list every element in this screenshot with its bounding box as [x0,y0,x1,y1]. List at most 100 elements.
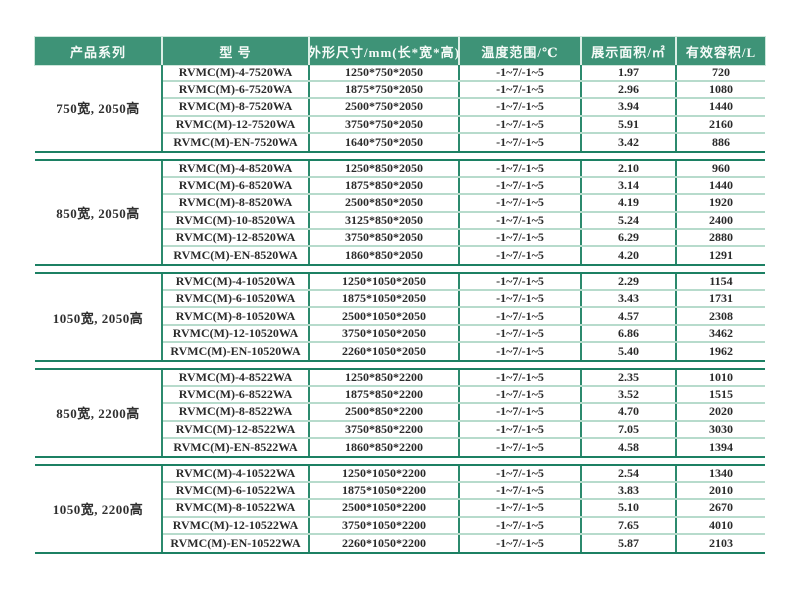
cell-area: 4.58 [582,438,677,456]
table-row: RVMC(M)-4-8520WA 1250*850*2050 -1~7/-1~5 2.… [163,160,765,179]
cell-area: 3.52 [582,387,677,403]
table-row: RVMC(M)-4-7520WA 1250*750*2050 -1~7/-1~5 1.… [163,65,765,83]
cell-size: 2500*850*2050 [310,195,460,211]
cell-size: 2260*1050*2200 [310,534,460,552]
cell-size: 1875*1050*2200 [310,483,460,499]
table-row: RVMC(M)-6-8520WA 1875*850*2050 -1~7/-1~5 3.… [163,178,765,196]
cell-temp: -1~7/-1~5 [460,483,582,499]
table-row: RVMC(M)-12-8522WA 3750*850*2200 -1~7/-1~5 7… [163,421,765,439]
cell-temp: -1~7/-1~5 [460,421,582,437]
table-row: RVMC(M)-10-8520WA 3125*850*2050 -1~7/-1~5 5… [163,212,765,230]
cell-temp: -1~7/-1~5 [460,178,582,194]
cell-area: 7.65 [582,517,677,533]
cell-area: 1.97 [582,65,677,81]
cell-size: 3750*750*2050 [310,116,460,132]
cell-model: RVMC(M)-12-10522WA [163,517,310,533]
cell-temp: -1~7/-1~5 [460,465,582,482]
cell-temp: -1~7/-1~5 [460,133,582,151]
cell-size: 2500*850*2200 [310,404,460,420]
cell-temp: -1~7/-1~5 [460,370,582,386]
cell-area: 4.19 [582,195,677,211]
cell-size: 1250*850*2050 [310,160,460,177]
cell-area: 2.29 [582,274,677,290]
cell-model: RVMC(M)-4-10520WA [163,274,310,290]
cell-volume: 1962 [709,343,733,358]
cell-size: 1875*850*2200 [310,387,460,403]
cell-model: RVMC(M)-8-7520WA [163,99,310,115]
column-header-model: 型 号 [163,37,310,65]
cell-size: 2500*1050*2050 [310,308,460,324]
table-row: RVMC(M)-6-10522WA 1875*1050*2200 -1~7/-1~5… [163,483,765,501]
cell-size: 2500*750*2050 [310,99,460,115]
cell-model: RVMC(M)-4-10522WA [163,465,310,482]
cell-size: 1875*850*2050 [310,178,460,194]
table-row: RVMC(M)-8-7520WA 2500*750*2050 -1~7/-1~5 3.… [163,99,765,117]
cell-volume: 2103 [709,535,733,550]
cell-model: RVMC(M)-EN-8520WA [163,246,310,265]
cell-temp: -1~7/-1~5 [460,308,582,324]
cell-size: 2260*1050*2050 [310,342,460,360]
cell-temp: -1~7/-1~5 [460,99,582,115]
cell-temp: -1~7/-1~5 [460,500,582,516]
section-rows: RVMC(M)-4-7520WA 1250*750*2050 -1~7/-1~5 1.… [163,65,765,151]
series-label: 850宽, 2050高 [35,160,163,265]
cell-area: 3.94 [582,99,677,115]
product-spec-table: 产品系列型 号外形尺寸/mm(长*宽*高) 温度范围/℃ 展示面积/㎡ 有效容积/L … [35,37,765,554]
series-section: 1050宽, 2050高 RVMC(M)-4-10520WA 1250*1050*2… [35,272,765,362]
cell-volume: 1340 [709,466,733,481]
cell-model: RVMC(M)-12-7520WA [163,116,310,132]
cell-model: RVMC(M)-8-10520WA [163,308,310,324]
table-row: RVMC(M)-4-10522WA 1250*1050*2200 -1~7/-1~5… [163,465,765,484]
cell-model: RVMC(M)-12-8520WA [163,229,310,245]
cell-volume: 1291 [709,247,733,262]
cell-model: RVMC(M)-EN-8522WA [163,438,310,456]
cell-area: 5.87 [582,534,677,552]
cell-area: 2.54 [582,465,677,482]
cell-size: 2500*1050*2200 [310,500,460,516]
cell-volume: 1010 [709,370,733,385]
cell-size: 1250*850*2200 [310,370,460,386]
cell-size: 3750*1050*2200 [310,517,460,533]
cell-volume: 720 [712,65,730,80]
cell-model: RVMC(M)-8-10522WA [163,500,310,516]
table-row: RVMC(M)-12-8520WA 3750*850*2050 -1~7/-1~5 6… [163,229,765,247]
cell-size: 3750*1050*2050 [310,325,460,341]
cell-model: RVMC(M)-EN-10520WA [163,342,310,360]
cell-temp: -1~7/-1~5 [460,246,582,265]
cell-size: 1860*850*2050 [310,246,460,265]
table-header: 产品系列型 号外形尺寸/mm(长*宽*高) 温度范围/℃ 展示面积/㎡ 有效容积/L [35,37,765,65]
cell-volume: 1154 [709,274,733,289]
table-row: RVMC(M)-EN-10520WA 2260*1050*2050 -1~7/-1~… [163,342,765,360]
cell-temp: -1~7/-1~5 [460,212,582,228]
table-row: RVMC(M)-8-8520WA 2500*850*2050 -1~7/-1~5 4.… [163,195,765,213]
series-section: 750宽, 2050高 RVMC(M)-4-7520WA 1250*750*2050… [35,65,765,153]
cell-volume: 3030 [709,421,733,436]
cell-temp: -1~7/-1~5 [460,387,582,403]
cell-temp: -1~7/-1~5 [460,325,582,341]
cell-area: 3.14 [582,178,677,194]
cell-model: RVMC(M)-6-8520WA [163,178,310,194]
section-rows: RVMC(M)-4-8520WA 1250*850*2050 -1~7/-1~5 2.… [163,160,765,265]
cell-model: RVMC(M)-10-8520WA [163,212,310,228]
cell-area: 5.10 [582,500,677,516]
cell-volume: 4010 [709,517,733,532]
table-row: RVMC(M)-EN-8520WA 1860*850*2050 -1~7/-1~5 4… [163,246,765,265]
cell-temp: -1~7/-1~5 [460,291,582,307]
cell-size: 1875*1050*2050 [310,291,460,307]
cell-volume: 886 [712,134,730,149]
cell-temp: -1~7/-1~5 [460,342,582,360]
column-header-area: 展示面积/㎡ [582,37,677,65]
cell-area: 3.83 [582,483,677,499]
cell-model: RVMC(M)-8-8522WA [163,404,310,420]
cell-volume: 1920 [709,195,733,210]
cell-temp: -1~7/-1~5 [460,65,582,81]
cell-temp: -1~7/-1~5 [460,274,582,290]
cell-size: 1640*750*2050 [310,133,460,151]
cell-area: 2.35 [582,370,677,386]
table-row: RVMC(M)-EN-8522WA 1860*850*2200 -1~7/-1~5 4… [163,438,765,456]
cell-volume: 1731 [709,291,733,306]
cell-area: 6.86 [582,325,677,341]
cell-volume: 2670 [709,500,733,515]
cell-temp: -1~7/-1~5 [460,160,582,177]
cell-model: RVMC(M)-6-8522WA [163,387,310,403]
